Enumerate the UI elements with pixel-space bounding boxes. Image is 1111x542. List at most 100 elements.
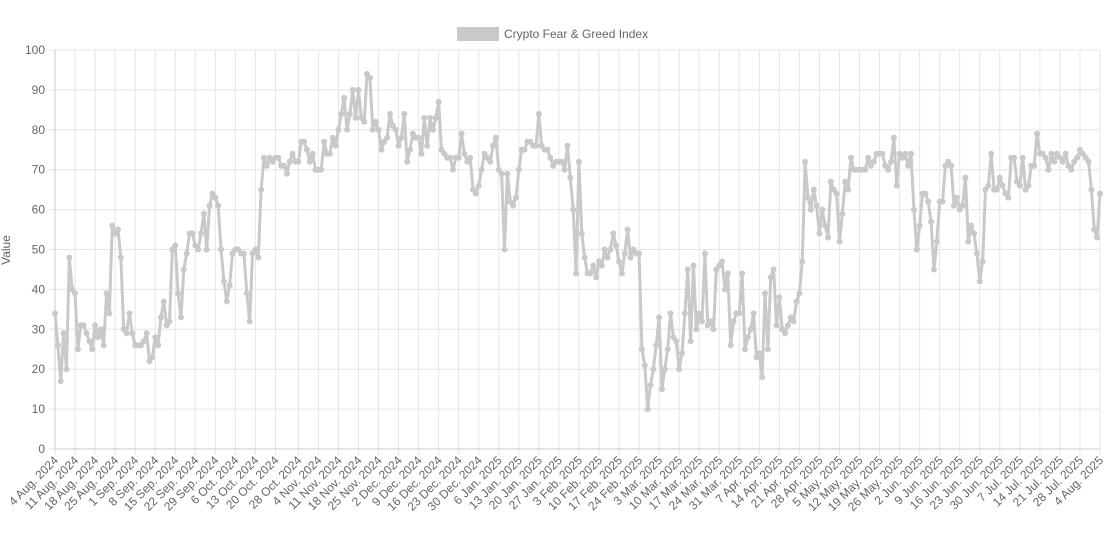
- data-point: [1016, 182, 1023, 189]
- data-point: [656, 314, 663, 321]
- legend-label: Crypto Fear & Greed Index: [504, 27, 648, 41]
- data-point: [827, 178, 834, 185]
- data-point: [693, 326, 700, 333]
- data-point: [326, 150, 333, 157]
- data-point: [349, 86, 356, 93]
- data-point: [258, 186, 265, 193]
- data-point: [195, 246, 202, 253]
- data-point: [126, 310, 133, 317]
- data-point: [252, 246, 259, 253]
- data-point: [321, 138, 328, 145]
- data-point: [1085, 158, 1092, 165]
- data-point: [833, 190, 840, 197]
- data-point: [804, 194, 811, 201]
- data-point: [458, 130, 465, 137]
- data-point: [922, 190, 929, 197]
- data-point: [847, 154, 854, 161]
- data-point: [590, 262, 597, 269]
- data-point: [664, 346, 671, 353]
- data-point: [200, 210, 207, 217]
- data-point: [275, 154, 282, 161]
- y-tick-label: 10: [32, 402, 46, 416]
- data-point: [318, 166, 325, 173]
- data-point: [627, 254, 634, 261]
- data-point: [690, 262, 697, 269]
- data-point: [384, 134, 391, 141]
- y-tick-label: 60: [32, 203, 46, 217]
- data-point: [547, 154, 554, 161]
- data-point: [183, 250, 190, 257]
- data-point: [515, 166, 522, 173]
- data-point: [66, 254, 73, 261]
- data-point: [767, 274, 774, 281]
- data-point: [893, 182, 900, 189]
- data-point: [558, 158, 565, 165]
- data-point: [1011, 154, 1018, 161]
- data-point: [810, 186, 817, 193]
- data-point: [338, 110, 345, 117]
- data-point: [172, 242, 179, 249]
- data-point: [825, 234, 832, 241]
- data-point: [985, 182, 992, 189]
- data-point: [601, 246, 608, 253]
- data-point: [86, 338, 93, 345]
- data-point: [799, 258, 806, 265]
- data-point: [215, 202, 222, 209]
- data-point: [573, 270, 580, 277]
- data-point: [395, 142, 402, 149]
- y-axis-label: Value: [0, 235, 13, 265]
- data-point: [114, 226, 121, 233]
- data-point: [813, 202, 820, 209]
- data-point: [948, 162, 955, 169]
- y-tick-label: 0: [38, 442, 45, 456]
- data-point: [971, 230, 978, 237]
- data-point: [54, 342, 61, 349]
- data-point: [117, 254, 124, 261]
- data-point: [908, 150, 915, 157]
- data-point: [747, 326, 754, 333]
- data-point: [561, 166, 568, 173]
- data-point: [149, 354, 156, 361]
- data-point: [862, 166, 869, 173]
- data-point: [865, 154, 872, 161]
- y-tick-label: 100: [25, 43, 45, 57]
- data-point: [243, 290, 250, 297]
- data-point: [762, 290, 769, 297]
- data-point: [510, 202, 517, 209]
- data-point: [240, 250, 247, 257]
- data-point: [999, 182, 1006, 189]
- data-point: [962, 174, 969, 181]
- data-point: [427, 114, 434, 121]
- data-point: [888, 158, 894, 165]
- data-point: [727, 342, 734, 349]
- y-tick-label: 20: [32, 362, 46, 376]
- data-point: [97, 326, 104, 333]
- data-point: [281, 162, 288, 169]
- data-point: [295, 158, 302, 165]
- data-point: [618, 270, 625, 277]
- data-point: [968, 222, 975, 229]
- data-point: [303, 146, 310, 153]
- data-point: [636, 250, 643, 257]
- data-point: [378, 146, 385, 153]
- data-point: [1091, 226, 1098, 233]
- data-point: [570, 206, 577, 213]
- data-point: [129, 330, 136, 337]
- data-point: [624, 226, 631, 233]
- series-line: [53, 72, 1102, 411]
- data-point: [658, 386, 665, 393]
- data-point: [123, 330, 130, 337]
- data-point: [1048, 150, 1055, 157]
- data-point: [74, 346, 81, 353]
- data-point: [189, 230, 196, 237]
- data-point: [819, 206, 826, 213]
- data-point: [72, 290, 79, 297]
- data-point: [57, 378, 64, 385]
- data-point: [455, 154, 462, 161]
- data-point: [696, 310, 703, 317]
- data-point: [750, 310, 757, 317]
- data-point: [776, 294, 783, 301]
- data-point: [498, 170, 505, 177]
- data-point: [369, 126, 376, 133]
- data-point: [959, 202, 966, 209]
